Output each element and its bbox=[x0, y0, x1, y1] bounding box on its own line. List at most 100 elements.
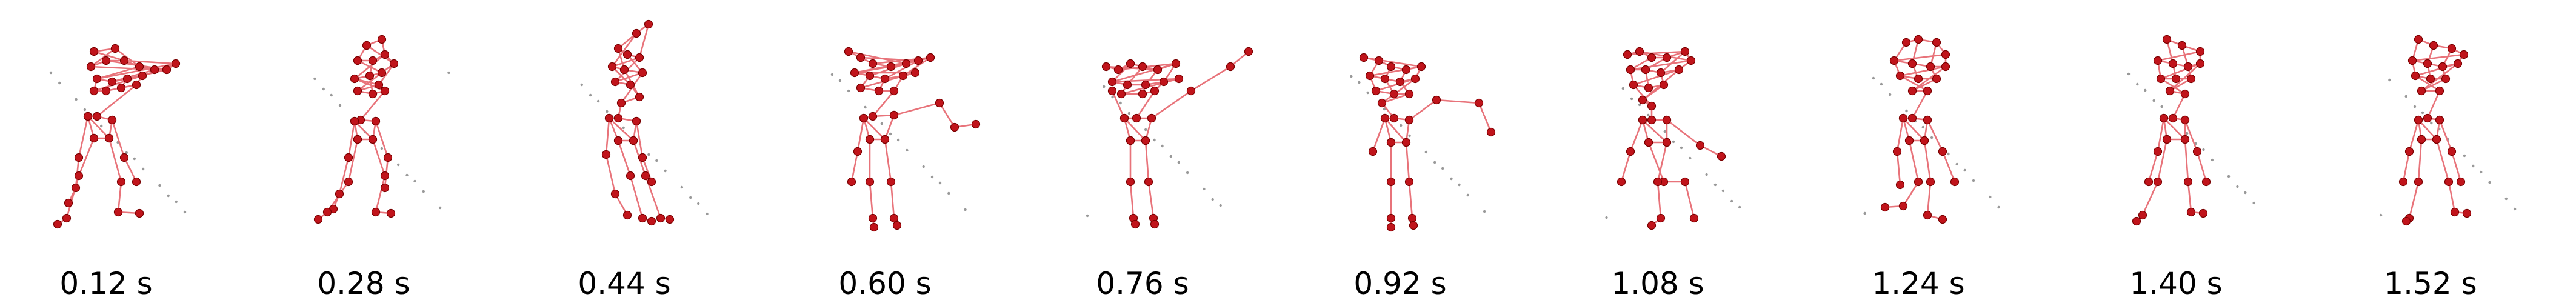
joint-marker bbox=[1647, 53, 1657, 62]
bone-link bbox=[1903, 118, 1925, 141]
joint-marker bbox=[353, 86, 362, 96]
joint-marker bbox=[1171, 59, 1181, 68]
bone-link bbox=[1657, 181, 1662, 219]
noise-speck bbox=[1424, 150, 1428, 154]
noise-speck bbox=[405, 173, 409, 177]
bone-link bbox=[108, 138, 122, 182]
noise-speck bbox=[1713, 183, 1717, 187]
noise-speck bbox=[847, 89, 850, 93]
joint-marker bbox=[2435, 86, 2444, 96]
joint-marker bbox=[622, 50, 632, 59]
bone-link bbox=[338, 157, 350, 195]
joint-marker bbox=[1880, 202, 1890, 212]
joint-marker bbox=[1130, 219, 1140, 229]
joint-marker bbox=[368, 135, 378, 144]
noise-speck bbox=[2388, 78, 2391, 82]
joint-marker bbox=[1401, 138, 1411, 147]
joint-marker bbox=[1141, 80, 1150, 90]
joint-marker bbox=[380, 50, 390, 59]
noise-speck bbox=[1672, 140, 1675, 144]
bone-link bbox=[123, 157, 138, 182]
bone-link bbox=[1384, 118, 1407, 143]
joint-marker bbox=[1409, 221, 1418, 230]
joint-marker bbox=[853, 147, 863, 156]
noise-speck bbox=[2480, 170, 2483, 174]
noise-speck bbox=[1450, 177, 1453, 181]
joint-marker bbox=[1680, 177, 1690, 187]
noise-speck bbox=[100, 124, 103, 128]
joint-marker bbox=[377, 68, 387, 78]
noise-speck bbox=[1483, 210, 1486, 213]
joint-marker bbox=[607, 62, 617, 72]
joint-marker bbox=[2195, 47, 2205, 56]
joint-marker bbox=[641, 171, 650, 181]
bone-link bbox=[1147, 181, 1155, 219]
bone-link bbox=[2448, 181, 2456, 213]
joint-marker bbox=[374, 80, 384, 90]
noise-speck bbox=[2463, 154, 2466, 158]
joint-marker bbox=[1907, 113, 1917, 123]
joint-marker bbox=[1107, 86, 1117, 96]
bone-link bbox=[96, 84, 137, 118]
noise-speck bbox=[133, 157, 136, 161]
joint-marker bbox=[865, 71, 875, 81]
noise-speck bbox=[589, 93, 592, 97]
noise-speck bbox=[125, 151, 128, 155]
noise-speck bbox=[2236, 185, 2239, 188]
joint-marker bbox=[135, 62, 144, 72]
joint-marker bbox=[1126, 177, 1135, 187]
joint-marker bbox=[647, 177, 656, 187]
joint-marker bbox=[2429, 41, 2438, 50]
bone-link bbox=[1124, 118, 1146, 141]
bone-link bbox=[2421, 62, 2458, 92]
noise-speck bbox=[880, 122, 884, 125]
bone-link bbox=[890, 181, 895, 219]
bone-link bbox=[347, 121, 356, 158]
noise-speck bbox=[75, 98, 78, 101]
joint-marker bbox=[847, 177, 856, 187]
bone-link bbox=[2141, 181, 2159, 216]
joint-marker bbox=[1920, 136, 1929, 145]
joint-marker bbox=[2414, 35, 2423, 44]
joint-marker bbox=[1116, 89, 1126, 99]
joint-marker bbox=[856, 53, 866, 62]
joint-marker bbox=[1647, 101, 1657, 111]
joint-marker bbox=[1626, 65, 1635, 75]
noise-speck bbox=[2513, 207, 2517, 211]
joint-marker bbox=[2453, 59, 2463, 68]
joint-marker bbox=[1138, 62, 1147, 72]
noise-speck bbox=[1383, 107, 1386, 111]
bone-link bbox=[2415, 75, 2440, 92]
bone-link bbox=[1630, 59, 1692, 71]
noise-speck bbox=[938, 181, 942, 185]
bone-link bbox=[2184, 119, 2198, 152]
joint-marker bbox=[886, 177, 896, 187]
noise-speck bbox=[1905, 109, 1908, 113]
joint-marker bbox=[1895, 180, 1905, 190]
bone-link bbox=[1144, 140, 1150, 182]
joint-marker bbox=[92, 112, 102, 121]
joint-marker bbox=[2180, 89, 2190, 99]
noise-speck bbox=[2504, 197, 2508, 201]
noise-speck bbox=[1621, 87, 1624, 90]
bone-link bbox=[1369, 65, 1422, 77]
joint-marker bbox=[901, 59, 911, 68]
joint-marker bbox=[2414, 115, 2423, 125]
joint-marker bbox=[344, 153, 353, 162]
joint-marker bbox=[1126, 59, 1135, 68]
joint-marker bbox=[2156, 74, 2166, 84]
joint-marker bbox=[850, 68, 859, 78]
joint-marker bbox=[1695, 141, 1705, 150]
joint-marker bbox=[2162, 35, 2172, 44]
noise-speck bbox=[2413, 105, 2417, 108]
joint-marker bbox=[2183, 177, 2193, 187]
joint-marker bbox=[162, 65, 172, 75]
bone-link bbox=[1112, 62, 1176, 83]
bone-link bbox=[1135, 90, 1156, 119]
joint-marker bbox=[622, 210, 632, 220]
joint-marker bbox=[1644, 138, 1653, 147]
bone-link bbox=[2402, 151, 2411, 182]
joint-marker bbox=[1656, 68, 1666, 78]
noise-speck bbox=[1103, 85, 1106, 88]
bone-link bbox=[142, 62, 176, 77]
